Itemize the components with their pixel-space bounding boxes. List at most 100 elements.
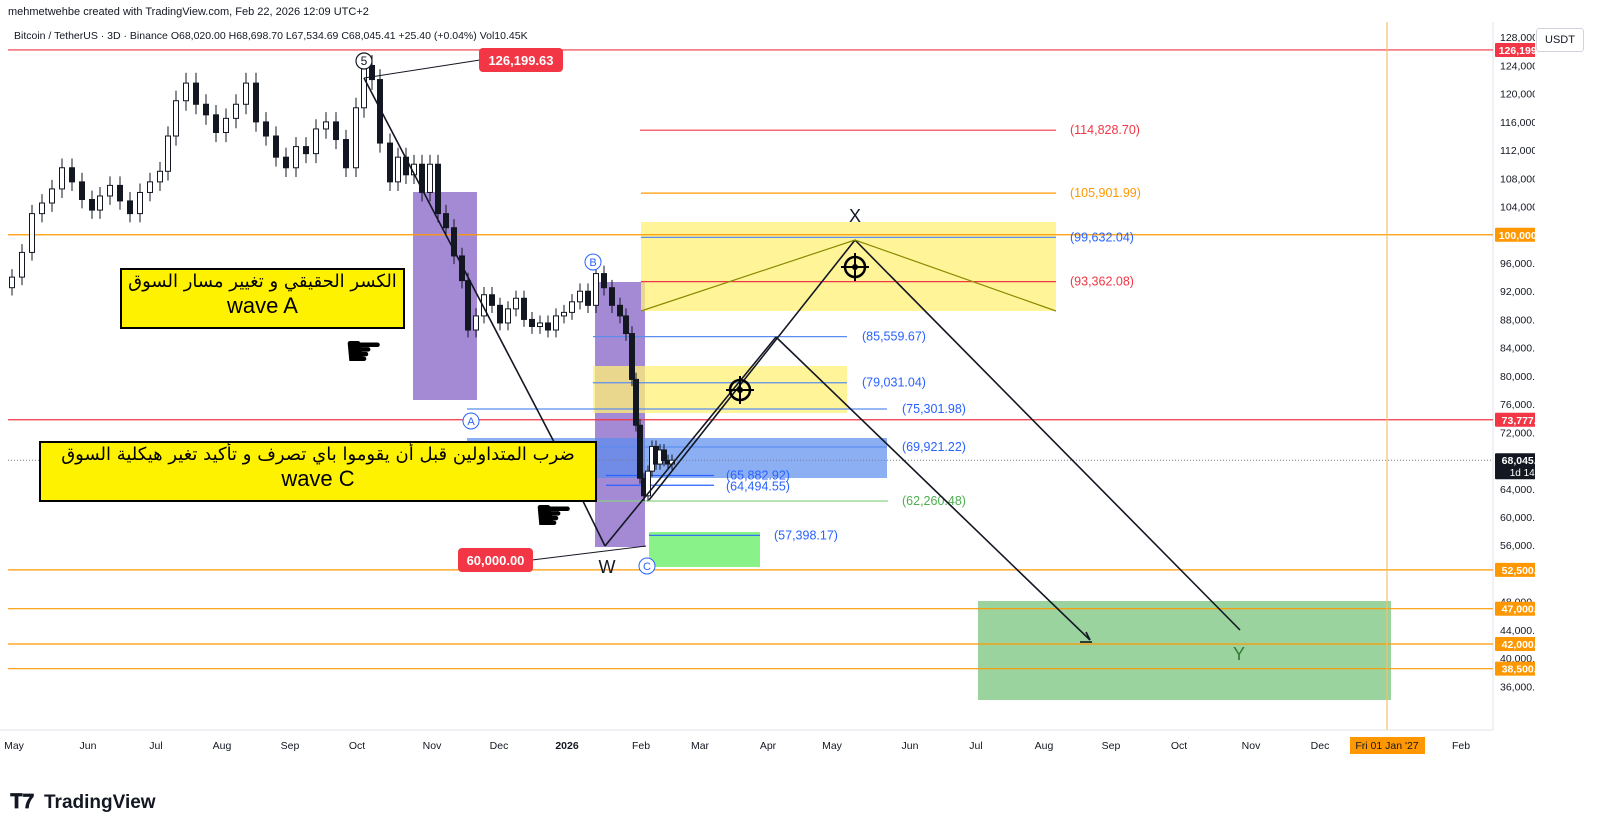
candle-body — [19, 251, 25, 278]
candle-body — [243, 82, 249, 105]
time-axis-tick: Feb — [632, 740, 650, 752]
price-axis-badge[interactable] — [1495, 661, 1535, 676]
candle-body — [529, 318, 535, 327]
price-axis-badge-text: 126,199.63 — [1499, 45, 1535, 57]
price-axis-tick: 92,000.00 — [1500, 286, 1535, 298]
candle-body — [427, 163, 433, 193]
fib-price-label: (75,301.98) — [902, 402, 966, 416]
candle-body — [283, 156, 289, 169]
time-axis-tick: May — [4, 740, 25, 752]
y-target-zone-box[interactable] — [978, 601, 1391, 700]
candle-body — [481, 294, 487, 317]
time-axis-tick: Jul — [969, 740, 982, 752]
currency-button[interactable]: USDT — [1536, 28, 1584, 52]
callout-pointer — [363, 59, 481, 79]
time-axis-tick: 2026 — [555, 740, 579, 752]
c-target-box[interactable] — [649, 532, 760, 567]
candle-body — [629, 333, 635, 380]
candle-body — [537, 322, 543, 327]
wave-marker-label: B — [589, 257, 596, 269]
time-axis-tick: Nov — [1242, 740, 1261, 752]
wave-path-line[interactable] — [363, 77, 554, 441]
x-triangle-line[interactable] — [640, 239, 1057, 312]
price-axis-badge-text: 42,000.00 — [1502, 639, 1535, 651]
ohlc-low: L67,534.69 — [285, 30, 339, 42]
wave-c-note-label: wave C — [281, 466, 355, 491]
chart-pane[interactable]: (114,828.70) (105,901.99) (99,632.04) (93,3… — [0, 22, 1535, 778]
wave-marker[interactable] — [462, 412, 480, 430]
candle-body — [521, 297, 527, 320]
price-axis-badge-text: 68,045.41 — [1502, 455, 1535, 467]
candle-body — [59, 167, 65, 190]
wave-marker[interactable] — [638, 557, 656, 575]
candle-body — [465, 280, 471, 331]
fib-price-label: (65,882.92) — [726, 468, 790, 482]
pointing-hand-icon[interactable]: ☛ — [534, 490, 574, 541]
candle-body — [117, 184, 123, 202]
price-axis-badge-text: 73,777.00 — [1502, 415, 1535, 427]
time-axis-badge[interactable] — [1350, 737, 1425, 754]
candle-body — [213, 114, 219, 133]
candle-body — [585, 290, 591, 306]
wave-5-marker[interactable] — [355, 52, 373, 70]
symbol-name[interactable]: Bitcoin / TetherUS · 3D · Binance — [14, 30, 168, 42]
price-axis-badge[interactable] — [1495, 42, 1535, 57]
wave-a-note[interactable]: الكسر الحقيقي و تغيير مسار السوق wave A — [120, 268, 405, 329]
candle-body — [97, 195, 103, 211]
price-chart[interactable]: (114,828.70) (105,901.99) (99,632.04) (93,3… — [0, 22, 1535, 778]
price-axis-tick: 64,000.00 — [1500, 484, 1535, 496]
price-axis-badge[interactable] — [1495, 601, 1535, 616]
price-callout[interactable] — [479, 48, 563, 72]
candle-body — [513, 297, 519, 310]
brand-name: TradingView — [44, 792, 156, 813]
candle-body — [645, 470, 651, 497]
price-axis-badge-text: 100,000.00 — [1499, 230, 1535, 242]
price-axis-badge[interactable] — [1495, 227, 1535, 242]
price-axis-badge[interactable] — [1495, 412, 1535, 427]
time-axis-tick: Mar — [691, 740, 710, 752]
wave-path-line[interactable] — [604, 336, 777, 547]
fib-price-label: (64,494.55) — [726, 479, 790, 493]
price-callout[interactable] — [458, 548, 533, 572]
tradingview-logo[interactable]: 𝐓𝟕 TradingView — [10, 791, 156, 814]
candle-body — [39, 202, 45, 215]
candle-body — [545, 322, 551, 331]
projection-line[interactable] — [775, 336, 1091, 641]
candle-body — [293, 146, 299, 169]
time-axis-tick: Nov — [423, 740, 442, 752]
time-axis-tick: Jun — [902, 740, 919, 752]
candle-body — [193, 82, 199, 105]
time-axis-tick: Apr — [760, 740, 777, 752]
candle-body — [569, 301, 575, 313]
pointing-hand-icon[interactable]: ☛ — [344, 326, 384, 377]
price-axis-badge-text: 52,500.00 — [1502, 565, 1535, 577]
candle-body — [203, 103, 209, 116]
price-axis-tick: 88,000.00 — [1500, 314, 1535, 326]
time-axis-tick: Oct — [1171, 740, 1187, 752]
time-axis-tick: Sep — [281, 740, 300, 752]
fib-price-label: (99,632.04) — [1070, 230, 1134, 244]
price-axis-badge[interactable] — [1495, 453, 1535, 480]
projection-line[interactable] — [648, 239, 856, 501]
candle-body — [601, 273, 607, 289]
wave-x-label: X — [849, 206, 861, 226]
wave-marker[interactable] — [584, 253, 602, 271]
candle-body — [89, 199, 95, 211]
candle-body — [489, 294, 495, 306]
price-axis-badge[interactable] — [1495, 636, 1535, 651]
candle-body — [395, 156, 401, 183]
projection-line[interactable] — [854, 239, 1241, 631]
candle-body — [183, 82, 189, 102]
price-axis-tick: 36,000.00 — [1500, 681, 1535, 693]
candle-body — [127, 200, 133, 215]
symbol-legend[interactable]: Bitcoin / TetherUS · 3D · Binance O68,02… — [14, 30, 528, 42]
price-axis-tick: 76,000.00 — [1500, 399, 1535, 411]
fib-price-label: (85,559.67) — [862, 330, 926, 344]
wave-y-label: Y — [1233, 644, 1245, 664]
wave-c-note[interactable]: ضرب المتداولين قبل أن يقوموا باي تصرف و … — [39, 441, 597, 502]
candle-body — [69, 167, 75, 183]
price-axis-badge[interactable] — [1495, 562, 1535, 577]
time-axis-tick: Oct — [349, 740, 365, 752]
price-axis-tick: 96,000.00 — [1500, 258, 1535, 270]
candle-body — [361, 64, 367, 109]
